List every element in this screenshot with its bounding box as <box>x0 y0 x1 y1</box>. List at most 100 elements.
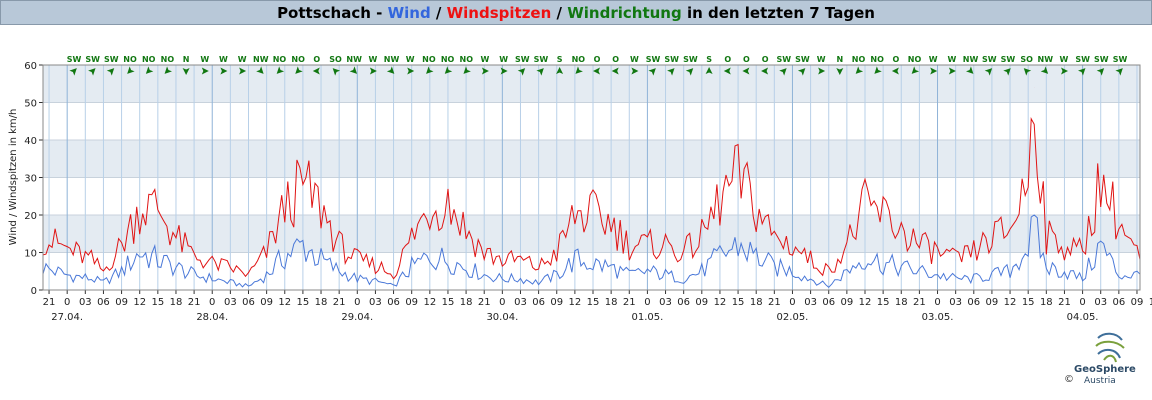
direction-arrow-icon <box>369 67 377 75</box>
x-tick-label: 0 <box>64 297 70 308</box>
direction-arrow-icon <box>182 68 190 75</box>
x-date-label: 03.05. <box>922 312 954 323</box>
band <box>43 177 1140 215</box>
geosphere-logo-mark-icon <box>1095 332 1125 363</box>
direction-arrow-icon <box>201 67 209 75</box>
direction-arrow-icon <box>312 67 320 75</box>
x-tick-label: 18 <box>605 297 618 308</box>
direction-arrow-icon <box>500 67 508 75</box>
x-tick-label: 15 <box>877 297 890 308</box>
direction-label: SW <box>1001 55 1016 64</box>
title-gusts: Windspitzen <box>446 3 552 22</box>
direction-label: SW <box>683 55 698 64</box>
x-tick-label: 0 <box>499 297 505 308</box>
x-tick-label: 18 <box>1040 297 1053 308</box>
direction-label: SO <box>1020 55 1033 64</box>
direction-label: SW <box>1094 55 1109 64</box>
x-tick-label: 15 <box>587 297 600 308</box>
arrow-head <box>948 67 956 75</box>
y-tick-label: 10 <box>24 249 37 260</box>
arrow-head <box>481 67 489 75</box>
direction-label: SW <box>1113 55 1128 64</box>
x-tick-label: 09 <box>840 297 853 308</box>
x-date-label: 29.04. <box>341 312 373 323</box>
direction-arrow-icon <box>481 67 489 75</box>
direction-label: NO <box>572 55 586 64</box>
direction-arrow-icon <box>761 67 769 75</box>
direction-label: O <box>313 55 320 64</box>
band <box>43 252 1140 290</box>
x-tick-label: 0 <box>789 297 795 308</box>
direction-label: SW <box>515 55 530 64</box>
y-tick-label: 0 <box>31 286 37 297</box>
direction-label: W <box>1060 55 1069 64</box>
x-tick-label: 0 <box>934 297 940 308</box>
arrow-head <box>742 67 750 75</box>
direction-label: S <box>706 55 712 64</box>
x-tick-label: 15 <box>151 297 164 308</box>
geosphere-logo: © GeoSphere Austria <box>1062 330 1152 400</box>
x-date-label: 01.05. <box>632 312 664 323</box>
direction-label: NO <box>852 55 866 64</box>
x-tick-label: 03 <box>224 297 237 308</box>
direction-label: W <box>817 55 826 64</box>
direction-label: O <box>762 55 769 64</box>
direction-label: NW <box>346 55 362 64</box>
arrow-head <box>369 67 377 75</box>
x-tick-label: 03 <box>804 297 817 308</box>
arrow-head <box>556 67 564 74</box>
direction-label: O <box>612 55 619 64</box>
arrow-head <box>312 67 320 75</box>
arrow-head <box>836 68 844 75</box>
direction-label: SW <box>534 55 549 64</box>
x-tick-label: 03 <box>514 297 527 308</box>
title-location: Pottschach <box>277 3 371 22</box>
x-tick-label: 06 <box>242 297 255 308</box>
band <box>43 140 1140 178</box>
x-tick-label: 09 <box>986 297 999 308</box>
direction-label: SW <box>664 55 679 64</box>
title-suffix: in den letzten 7 Tagen <box>681 3 875 22</box>
y-tick-label: 30 <box>24 174 37 185</box>
direction-label: NO <box>441 55 455 64</box>
x-tick-label: 06 <box>677 297 690 308</box>
direction-arrow-icon <box>891 67 899 75</box>
direction-label: SW <box>776 55 791 64</box>
x-tick-label: 12 <box>1004 297 1017 308</box>
x-tick-label: 03 <box>369 297 382 308</box>
direction-arrow-icon <box>556 67 564 74</box>
x-tick-label: 0 <box>644 297 650 308</box>
x-tick-label: 15 <box>732 297 745 308</box>
direction-label: W <box>219 55 228 64</box>
x-tick-label: 21 <box>478 297 491 308</box>
x-tick-label: 03 <box>949 297 962 308</box>
copyright-symbol: © <box>1064 374 1074 385</box>
direction-label: SW <box>1075 55 1090 64</box>
x-date-label: 28.04. <box>196 312 228 323</box>
x-tick-label: 0 <box>354 297 360 308</box>
direction-arrow-icon <box>948 67 956 75</box>
x-tick-label: 18 <box>170 297 183 308</box>
arrow-head <box>761 67 769 75</box>
x-tick-label: 12 <box>1149 297 1152 308</box>
direction-label: W <box>368 55 377 64</box>
direction-arrow-icon <box>742 67 750 75</box>
chart-title: Pottschach - Wind / Windspitzen / Windri… <box>0 0 1152 25</box>
direction-label: W <box>947 55 956 64</box>
direction-label: SW <box>67 55 82 64</box>
x-date-label: 04.05. <box>1067 312 1099 323</box>
x-tick-label: 06 <box>532 297 545 308</box>
direction-label: W <box>929 55 938 64</box>
background-bands <box>43 64 1140 291</box>
direction-label: SW <box>85 55 100 64</box>
direction-label: NO <box>422 55 436 64</box>
title-sep-3: / <box>551 3 568 22</box>
x-tick-label: 21 <box>43 297 56 308</box>
direction-label: SW <box>104 55 119 64</box>
x-tick-label: 09 <box>115 297 128 308</box>
direction-label: SO <box>329 55 342 64</box>
y-tick-label: 20 <box>24 211 37 222</box>
title-sep-2: / <box>430 3 447 22</box>
x-tick-label: 09 <box>1131 297 1144 308</box>
